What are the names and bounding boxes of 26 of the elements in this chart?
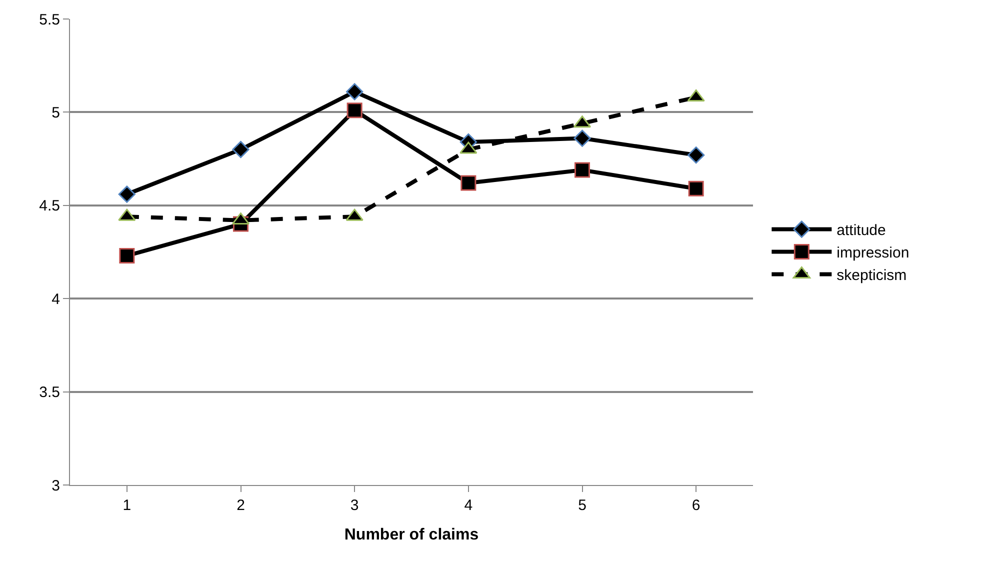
legend-label: impression <box>836 244 910 262</box>
point <box>574 162 590 178</box>
point <box>232 140 250 158</box>
y-tick-label: 3.5 <box>39 384 60 402</box>
y-tick-label: 4.5 <box>39 198 60 215</box>
point <box>688 146 705 164</box>
point <box>460 175 476 191</box>
point <box>346 102 362 118</box>
point <box>574 130 591 147</box>
x-tick-label: 2 <box>236 497 245 514</box>
x-axis-title: Number of claims <box>344 526 479 544</box>
y-tick-label: 4 <box>52 290 60 308</box>
y-tick-label: 5 <box>52 104 60 122</box>
legend-label: skepticism <box>836 267 907 284</box>
y-tick-label: 3 <box>52 477 60 494</box>
y-tick-label: 5.5 <box>39 11 60 28</box>
x-tick-label: 6 <box>692 497 700 514</box>
point <box>118 186 136 203</box>
legend-label: attitude <box>836 222 886 240</box>
point <box>688 180 704 196</box>
point <box>119 248 135 264</box>
x-tick-label: 3 <box>350 497 359 514</box>
point <box>346 83 364 100</box>
x-tick-label: 5 <box>578 497 586 514</box>
x-tick-label: 4 <box>464 497 473 514</box>
x-tick-label: 1 <box>122 497 132 514</box>
